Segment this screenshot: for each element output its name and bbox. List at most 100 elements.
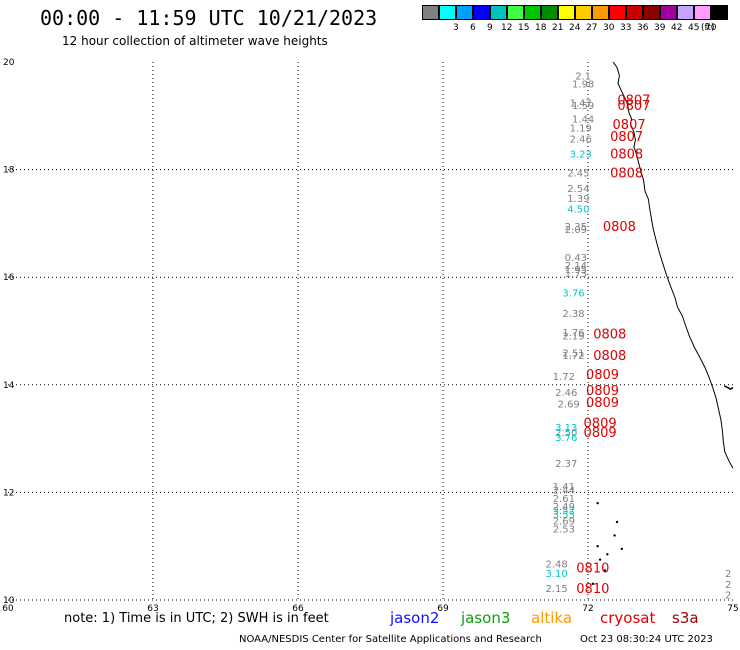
wave-height-label: 2.69 [553,516,575,527]
island-dot [613,534,616,537]
wave-height-label: 2.14 [565,261,587,272]
pass-time-label: 0809 [586,368,619,383]
credit-line: NOAA/NESDIS Center for Satellite Applica… [239,634,542,645]
mission-legend-item: cryosat [600,609,656,627]
island-dot [615,520,619,524]
wave-height-label: 2 [725,569,731,580]
y-tick-label: 12 [3,488,14,498]
color-scale-label: 70 [705,23,717,33]
pass-time-label: 0807 [610,130,643,145]
wave-height-label: 0.43 [565,253,587,264]
color-scale-label: 45 [688,23,700,33]
color-scale-label: 33 [620,23,632,33]
wave-height-label: 2.38 [562,309,584,320]
color-scale-label: 12 [501,23,513,33]
wave-height-label: 2.46 [570,134,592,145]
pass-time-label: 0809 [586,384,619,399]
page-subtitle: 12 hour collection of altimeter wave hei… [62,34,328,48]
wave-height-label: 3.76 [555,433,577,444]
mission-legend-item: jason3 [461,609,511,627]
pass-time-label: 0807 [617,99,650,114]
color-scale-label: 27 [586,23,598,33]
page-title: 00:00 - 11:59 UTC 10/21/2023 [40,6,378,30]
wave-height-label: 1.47 [570,98,592,109]
mission-legend-item: jason2 [390,609,440,627]
wave-height-label: 2.69 [558,400,580,411]
wave-height-label: 3.52 [553,506,575,517]
pass-time-label: 0810 [576,562,609,577]
color-scale-label: 15 [518,23,530,33]
wave-height-label: 2.44 [553,486,575,497]
island-dot [603,569,607,572]
wave-height-label: 2.37 [555,459,577,470]
wave-height-label: 1.44 [572,114,594,125]
wave-height-label: 1.39 [567,194,589,205]
wave-height-label: 3.13 [555,423,577,434]
wave-height-label: 2.54 [567,184,589,195]
color-scale-label: 3 [453,23,459,33]
mission-legend-item: altika [531,609,573,627]
color-swatch [456,5,473,20]
x-tick-label: 60 [2,604,14,614]
wave-height-label: 2.53 [553,524,575,535]
color-swatch [711,5,728,20]
color-swatch [490,5,507,20]
color-swatch [609,5,626,20]
wave-height-label: 2.35 [565,222,587,233]
wave-height-label: 1.76 [562,328,584,339]
wave-height-label: 2.50 [555,428,577,439]
color-scale-label: 39 [654,23,666,33]
x-tick-label: 66 [292,604,304,614]
pass-time-label: 0809 [584,426,617,441]
color-swatch [422,5,439,20]
wave-height-label: 4.50 [567,204,589,215]
pass-time-label: 0807 [617,94,650,109]
color-swatch [507,5,524,20]
color-swatch [660,5,677,20]
wave-height-label: 2.09 [565,225,587,236]
wave-height-label: 3.10 [545,569,567,580]
wave-height-label: 2.61 [553,494,575,505]
pass-time-label: 0810 [576,582,609,597]
color-swatch [677,5,694,20]
color-swatch [473,5,490,20]
y-tick-label: 16 [3,273,15,283]
wave-height-label: 1.41 [553,482,575,493]
color-swatch [524,5,541,20]
wave-height-label: 1.72 [553,372,575,383]
pass-time-label: 0808 [593,349,626,364]
wave-height-label: 2 [725,580,731,591]
island-dot [606,553,609,556]
wave-height-label: 2.1 [575,71,591,82]
pass-time-label: 0808 [603,220,636,235]
y-tick-label: 10 [3,596,15,606]
wave-height-label: 2.19 [562,331,584,342]
x-tick-label: 63 [147,604,158,614]
x-tick-label: 69 [437,604,449,614]
wave-height-label: 1.95 [565,265,587,276]
color-scale-label: 42 [671,23,683,33]
wave-height-label: 2.48 [545,559,567,570]
color-swatch [575,5,592,20]
color-scale-label: 9 [487,23,493,33]
wave-height-label: 3.76 [562,288,584,299]
pass-time-label: 0809 [586,396,619,411]
color-swatch [626,5,643,20]
wave-height-label: 1.73 [565,269,587,280]
y-tick-label: 20 [3,58,15,68]
color-scale-label: 21 [552,23,564,33]
mission-legend-item: s3a [672,609,699,627]
wave-height-label: 1.98 [572,80,594,91]
y-tick-label: 18 [3,166,15,176]
wave-height-label: 2.46 [555,388,577,399]
color-swatch [558,5,575,20]
color-scale-label: 6 [470,23,476,33]
color-swatch [592,5,609,20]
color-swatch [643,5,660,20]
x-tick-label: 75 [727,604,738,614]
pass-time-label: 0808 [610,147,643,162]
pass-time-label: 0807 [613,118,646,133]
color-swatch [541,5,558,20]
wave-height-label: 3.23 [570,149,592,160]
